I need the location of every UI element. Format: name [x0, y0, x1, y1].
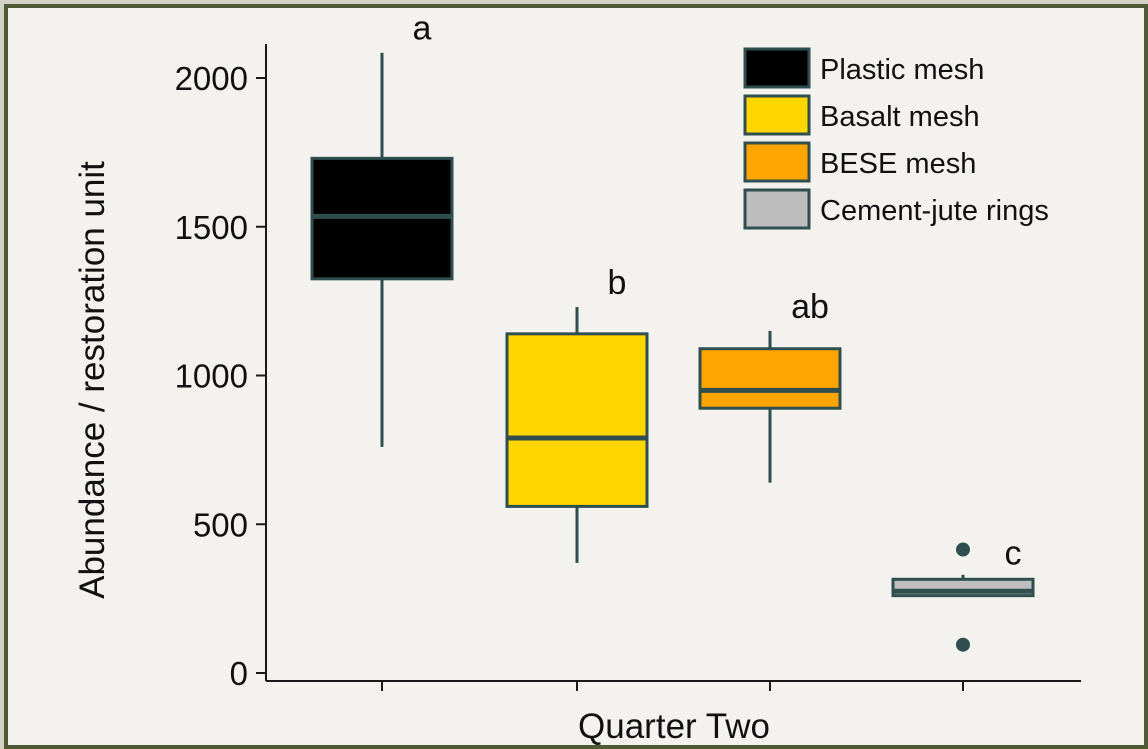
y-tick-label-0: 0: [230, 655, 248, 692]
box-2: [505, 307, 649, 563]
x-axis-label: Quarter Two: [578, 707, 770, 745]
y-tick-label-1: 500: [193, 506, 248, 543]
y-tick-label-4: 2000: [175, 60, 248, 97]
legend-label-4: Cement-jute rings: [820, 195, 1049, 227]
significance-letter-4: c: [1005, 535, 1022, 573]
y-ticks: 0 500 1000 1500 2000: [175, 60, 266, 692]
legend-swatch-2: [743, 94, 811, 136]
box-4: [891, 542, 1035, 652]
y-tick-label-2: 1000: [175, 358, 248, 395]
significance-letter-2: b: [608, 264, 627, 302]
chart-frame: 0 500 1000 1500 2000 a b ab c Quarter Two Abund…: [4, 4, 1148, 749]
axes: [265, 44, 1081, 682]
box-body: [505, 332, 649, 508]
legend-swatch-3: [743, 141, 811, 183]
y-axis-label: Abundance / restoration unit: [73, 161, 112, 599]
boxes: [310, 52, 1035, 652]
legend-label-3: BESE mesh: [820, 148, 976, 180]
significance-letter-1: a: [413, 10, 432, 48]
box-3: [698, 330, 842, 483]
legend: Plastic mesh Basalt mesh BESE mesh Cement-j…: [743, 47, 1049, 230]
legend-swatch-1: [743, 47, 811, 89]
significance-letter-3: ab: [791, 288, 829, 326]
y-tick-label-3: 1500: [175, 209, 248, 246]
legend-swatch-4: [743, 188, 811, 230]
outlier-point-0: [956, 542, 970, 557]
outlier-point-1: [956, 637, 970, 652]
box-1: [310, 52, 454, 447]
box-body: [698, 347, 842, 410]
x-ticks: [381, 681, 964, 691]
legend-label-2: Basalt mesh: [820, 101, 980, 133]
legend-label-1: Plastic mesh: [820, 54, 984, 86]
